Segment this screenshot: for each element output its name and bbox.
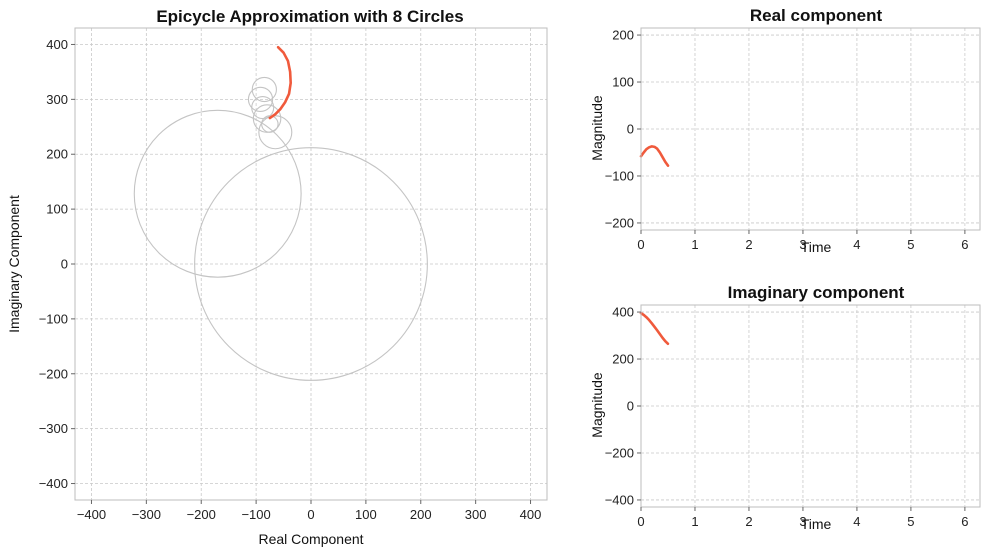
imaginary-ytick-label: −200 — [605, 445, 634, 460]
epicycle-circle — [258, 115, 293, 150]
real-title: Real component — [750, 6, 883, 25]
epicycle-ytick-label: −100 — [39, 311, 68, 326]
epicycle-ytick-label: 300 — [46, 92, 68, 107]
real-ytick-label: 0 — [627, 122, 634, 137]
imaginary-ytick-label: 0 — [627, 399, 634, 414]
epicycle-xtick-label: 300 — [465, 507, 487, 522]
epicycle-xtick-label: 0 — [307, 507, 314, 522]
imaginary-component-panel: Imaginary component 0 1 2 3 4 5 6 −400 −200 0 200 4… — [589, 283, 981, 532]
real-ytick-label: −200 — [605, 215, 634, 230]
real-xtick-label: 3 — [799, 237, 806, 252]
epicycle-panel: Epicycle Approximation with 8 Circles −4… — [6, 7, 548, 547]
imaginary-ytick-label: −400 — [605, 492, 634, 507]
epicycle-ytick-label: 400 — [46, 37, 68, 52]
real-xtick-label: 5 — [907, 237, 914, 252]
imaginary-xtick-label: 0 — [637, 514, 644, 529]
epicycle-circle — [261, 115, 279, 133]
epicycle-xtick-label: −100 — [241, 507, 270, 522]
epicycle-xtick-label: −400 — [77, 507, 106, 522]
epicycle-ytick-label: −400 — [39, 476, 68, 491]
epicycle-circle — [194, 147, 428, 381]
imaginary-xtick-label: 1 — [691, 514, 698, 529]
epicycle-ytick-label: −200 — [39, 366, 68, 381]
real-ytick-label: 100 — [612, 75, 634, 90]
epicycle-ytick-label: 100 — [46, 202, 68, 217]
epicycle-circle — [133, 109, 302, 278]
real-xtick-label: 0 — [637, 237, 644, 252]
epicycle-ylabel: Imaginary Component — [6, 195, 22, 333]
epicycle-ytick-label: 200 — [46, 147, 68, 162]
epicycle-title: Epicycle Approximation with 8 Circles — [156, 7, 463, 26]
imaginary-ylabel: Magnitude — [589, 372, 605, 438]
epicycle-xtick-label: −300 — [132, 507, 161, 522]
imaginary-xtick-label: 2 — [745, 514, 752, 529]
imaginary-xlabel: Time — [801, 516, 832, 532]
imaginary-xtick-label: 4 — [853, 514, 860, 529]
real-xtick-label: 6 — [961, 237, 968, 252]
real-ytick-label: −100 — [605, 168, 634, 183]
epicycle-ytick-label: −300 — [39, 421, 68, 436]
real-xtick-label: 4 — [853, 237, 860, 252]
epicycle-xtick-label: 200 — [410, 507, 432, 522]
epicycle-xtick-label: 400 — [520, 507, 542, 522]
real-component-panel: Real component 0 1 2 3 4 5 6 −200 −100 0 100 200 Ti… — [589, 6, 981, 255]
real-ylabel: Magnitude — [589, 95, 605, 161]
imaginary-title: Imaginary component — [728, 283, 905, 302]
imaginary-xtick-label: 6 — [961, 514, 968, 529]
epicycle-circle — [251, 76, 277, 103]
epicycle-series-line — [268, 45, 292, 120]
epicycle-circle — [251, 96, 275, 120]
epicycle-ytick-label: 0 — [61, 257, 68, 272]
epicycle-xtick-label: 100 — [355, 507, 377, 522]
imaginary-xtick-label: 3 — [799, 514, 806, 529]
epicycle-xtick-label: −200 — [187, 507, 216, 522]
imaginary-ytick-label: 200 — [612, 352, 634, 367]
real-series-line — [639, 145, 670, 167]
real-xtick-label: 2 — [745, 237, 752, 252]
epicycle-circle — [247, 86, 274, 112]
imaginary-xtick-label: 5 — [907, 514, 914, 529]
imaginary-ytick-label: 400 — [612, 305, 634, 320]
real-xtick-label: 1 — [691, 237, 698, 252]
real-xlabel: Time — [801, 239, 832, 255]
imaginary-series-line — [639, 311, 670, 346]
epicycle-xlabel: Real Component — [258, 531, 363, 547]
real-ytick-label: 200 — [612, 28, 634, 43]
